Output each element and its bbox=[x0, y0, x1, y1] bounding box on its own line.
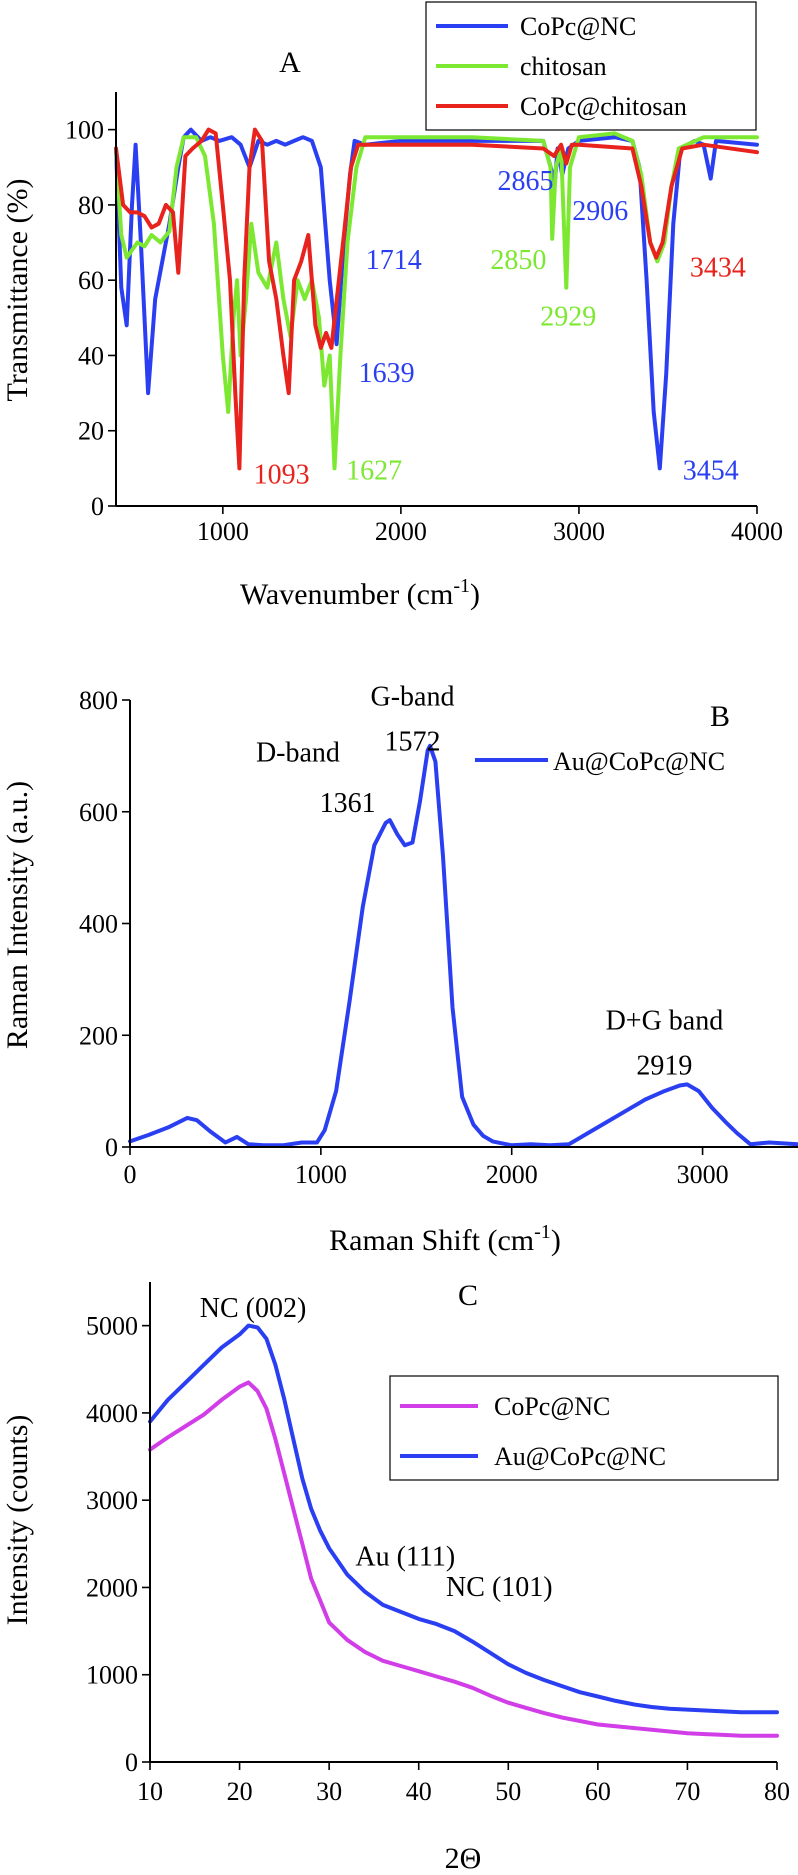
panel-a-plot-area: 1000 2000 3000 4000 0 20 40 60 80 100 2865 2906 1714… bbox=[65, 92, 783, 546]
panel-a-x-tick-label: 2000 bbox=[375, 517, 427, 546]
panel-a-y-tick-label: 40 bbox=[78, 341, 104, 370]
panel-a-xlabel-end: ) bbox=[470, 578, 480, 611]
panel-b-annotation: 1572 bbox=[384, 726, 440, 757]
panel-c-ylabel: Intensity (counts) bbox=[1, 1415, 34, 1626]
panel-c-xlabel: 2Θ bbox=[445, 1842, 482, 1875]
panel-a-y-tick-label: 80 bbox=[78, 191, 104, 220]
panel-c-x-tick-label: 30 bbox=[316, 1777, 342, 1806]
panel-a-xlabel-sup: -1 bbox=[453, 575, 470, 597]
panel-c-legend: CoPc@NC Au@CoPc@NC bbox=[389, 1375, 779, 1481]
panel-a: A 1000 2000 3000 4000 0 20 40 60 80 100 2865 2906 17… bbox=[1, 1, 783, 611]
panel-b-legend-label: Au@CoPc@NC bbox=[553, 747, 725, 776]
panel-a-annotation: 1714 bbox=[366, 245, 422, 276]
panel-c-annotation: NC (101) bbox=[446, 1572, 553, 1603]
panel-b-xlabel-end: ) bbox=[551, 1224, 561, 1257]
panel-a-y-tick-label: 20 bbox=[78, 417, 104, 446]
panel-b-xlabel-sup: -1 bbox=[534, 1221, 551, 1243]
panel-c-plot-area: 10 20 30 40 50 60 70 80 0 1000 2000 3000 4000 5000 NC … bbox=[86, 1282, 790, 1806]
panel-a-legend-label-copc-nc: CoPc@NC bbox=[520, 12, 636, 41]
panel-c-series-2-line bbox=[148, 1323, 779, 1715]
panel-a-annotation: 1639 bbox=[359, 358, 415, 389]
panel-b-annotation: D-band bbox=[256, 737, 340, 768]
panel-a-x-tick-label: 4000 bbox=[731, 517, 783, 546]
panel-b-legend: Au@CoPc@NC bbox=[475, 747, 725, 776]
panel-b-x-tick-label: 1000 bbox=[295, 1160, 347, 1189]
panel-c: C 10 20 30 40 50 60 70 80 0 1000 2000 3000 4000 5000 N… bbox=[1, 1279, 790, 1875]
panel-a-series-1-line bbox=[114, 127, 759, 471]
panel-a-annotation: 2906 bbox=[572, 196, 628, 227]
panel-c-legend-label-au-copc-nc: Au@CoPc@NC bbox=[494, 1442, 666, 1471]
panel-c-x-tick-label: 20 bbox=[227, 1777, 253, 1806]
panel-a-annotation: 2865 bbox=[498, 166, 554, 197]
panel-b-x-tick-label: 2000 bbox=[486, 1160, 538, 1189]
panel-a-annotation: 1093 bbox=[254, 459, 310, 490]
panel-a-series-2-line bbox=[114, 131, 759, 471]
panel-a-annotation: 3434 bbox=[690, 252, 746, 283]
panel-a-legend: CoPc@NC chitosan CoPc@chitosan bbox=[425, 1, 757, 131]
panel-a-x-tick-label: 3000 bbox=[553, 517, 605, 546]
panel-b-x-tick-label: 3000 bbox=[677, 1160, 729, 1189]
panel-a-ylabel: Transmittance (%) bbox=[1, 178, 34, 401]
panel-a-xlabel: Wavenumber (cm-1) bbox=[240, 575, 480, 611]
panel-b-xlabel-main: Raman Shift (cm bbox=[329, 1224, 534, 1257]
panel-b-y-tick-label: 0 bbox=[105, 1133, 118, 1162]
panel-c-x-tick-label: 80 bbox=[764, 1777, 790, 1806]
panel-a-annotation: 3454 bbox=[683, 456, 739, 487]
panel-c-legend-label-copc-nc: CoPc@NC bbox=[494, 1392, 610, 1421]
panel-a-legend-label-chitosan: chitosan bbox=[520, 52, 607, 81]
panel-a-y-tick-label: 0 bbox=[91, 492, 104, 521]
panel-b-y-tick-label: 400 bbox=[79, 910, 118, 939]
panel-a-series-3-line bbox=[114, 127, 759, 471]
panel-c-y-tick-label: 2000 bbox=[86, 1573, 138, 1602]
panel-b-y-tick-label: 600 bbox=[79, 798, 118, 827]
panel-a-letter: A bbox=[279, 46, 301, 79]
panel-a-annotation: 1627 bbox=[346, 456, 402, 487]
panel-c-x-tick-label: 40 bbox=[406, 1777, 432, 1806]
panel-b-plot-area: 0 1000 2000 3000 0 200 400 600 800 G-band 1572 D-ba… bbox=[79, 682, 798, 1189]
panel-c-series-1-line bbox=[148, 1380, 779, 1738]
panel-c-y-tick-label: 4000 bbox=[86, 1399, 138, 1428]
panel-b-annotation: 2919 bbox=[636, 1050, 692, 1081]
panel-c-letter: C bbox=[458, 1279, 478, 1312]
panel-a-y-tick-label: 100 bbox=[65, 116, 104, 145]
panel-b-annotation: G-band bbox=[370, 682, 454, 713]
panel-b-ylabel: Raman Intensity (a.u.) bbox=[1, 781, 34, 1049]
panel-b-series-1-line bbox=[128, 743, 798, 1148]
panel-a-xlabel-main: Wavenumber (cm bbox=[240, 578, 453, 611]
panel-c-annotation: NC (002) bbox=[200, 1293, 307, 1324]
panel-b-y-tick-label: 200 bbox=[79, 1021, 118, 1050]
panel-b-annotation: D+G band bbox=[606, 1006, 724, 1037]
panel-a-x-tick-label: 1000 bbox=[197, 517, 249, 546]
panel-b-xlabel: Raman Shift (cm-1) bbox=[329, 1221, 561, 1257]
panel-c-annotation: Au (111) bbox=[355, 1542, 455, 1573]
panel-c-x-tick-label: 50 bbox=[495, 1777, 521, 1806]
panel-b-letter: B bbox=[710, 700, 730, 733]
panel-c-x-tick-label: 70 bbox=[674, 1777, 700, 1806]
panel-a-legend-label-copc-chitosan: CoPc@chitosan bbox=[520, 92, 687, 121]
panel-b-y-tick-label: 800 bbox=[79, 686, 118, 715]
panel-c-x-tick-label: 60 bbox=[585, 1777, 611, 1806]
panel-c-legend-box bbox=[389, 1375, 779, 1481]
panel-a-annotation: 2929 bbox=[540, 301, 596, 332]
panel-c-y-tick-label: 0 bbox=[125, 1748, 138, 1777]
panel-b-x-tick-label: 0 bbox=[124, 1160, 137, 1189]
panel-c-y-tick-label: 5000 bbox=[86, 1312, 138, 1341]
panel-a-y-tick-label: 60 bbox=[78, 266, 104, 295]
panel-b: B 0 1000 2000 3000 0 200 400 600 800 G-band 1572 D-… bbox=[1, 682, 798, 1257]
panel-c-x-tick-label: 10 bbox=[137, 1777, 163, 1806]
panel-a-annotation: 2850 bbox=[490, 245, 546, 276]
panel-c-y-tick-label: 3000 bbox=[86, 1486, 138, 1515]
panel-b-annotation: 1361 bbox=[320, 788, 376, 819]
panel-c-y-tick-label: 1000 bbox=[86, 1661, 138, 1690]
